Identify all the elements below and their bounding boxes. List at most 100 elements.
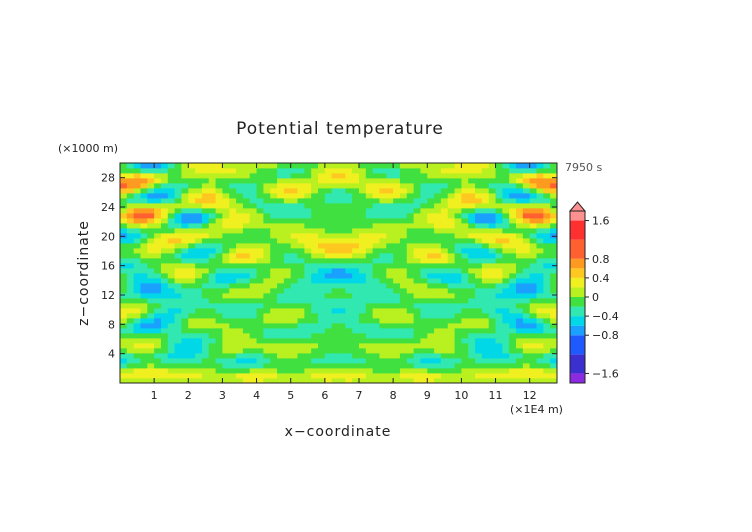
heatmap-cell bbox=[263, 258, 271, 264]
heatmap-cell bbox=[536, 353, 544, 359]
heatmap-cell bbox=[399, 378, 408, 384]
heatmap-cell bbox=[427, 373, 435, 379]
heatmap-cell bbox=[386, 163, 394, 169]
heatmap-cell bbox=[311, 173, 319, 179]
heatmap-cell bbox=[461, 243, 469, 249]
heatmap-cell bbox=[167, 343, 176, 349]
heatmap-cell bbox=[468, 258, 476, 264]
colorbar-swatch bbox=[570, 287, 585, 297]
heatmap-cell bbox=[352, 333, 360, 339]
heatmap-cell bbox=[454, 218, 462, 224]
heatmap-cell bbox=[365, 238, 374, 244]
heatmap-cell bbox=[256, 348, 264, 354]
heatmap-cell bbox=[543, 363, 551, 369]
heatmap-cell bbox=[379, 273, 387, 279]
heatmap-cell bbox=[372, 363, 380, 369]
heatmap-cell bbox=[126, 178, 135, 184]
heatmap-cell bbox=[304, 248, 312, 254]
heatmap-cell bbox=[481, 168, 490, 174]
heatmap-cell bbox=[242, 348, 251, 354]
heatmap-cell bbox=[133, 248, 141, 254]
heatmap-cell bbox=[256, 263, 264, 269]
heatmap-cell bbox=[454, 363, 462, 369]
heatmap-cell bbox=[502, 333, 510, 339]
heatmap-cell bbox=[399, 373, 408, 379]
heatmap-cell bbox=[304, 218, 312, 224]
heatmap-cell bbox=[495, 278, 503, 284]
heatmap-cell bbox=[550, 363, 558, 369]
heatmap-cell bbox=[256, 313, 264, 319]
heatmap-cell bbox=[475, 168, 483, 174]
heatmap-cell bbox=[338, 238, 346, 244]
heatmap-cell bbox=[147, 188, 155, 194]
heatmap-cell bbox=[201, 348, 210, 354]
heatmap-cell bbox=[160, 293, 169, 299]
heatmap-cell bbox=[324, 308, 333, 314]
heatmap-cell bbox=[509, 178, 517, 184]
heatmap-cell bbox=[311, 203, 319, 209]
heatmap-cell bbox=[475, 183, 483, 189]
heatmap-cell bbox=[283, 338, 292, 344]
heatmap-cell bbox=[372, 163, 380, 169]
heatmap-cell bbox=[358, 278, 367, 284]
heatmap-cell bbox=[324, 188, 333, 194]
heatmap-cell bbox=[440, 243, 449, 249]
heatmap-cell bbox=[522, 348, 531, 354]
heatmap-cell bbox=[297, 218, 305, 224]
heatmap-cell bbox=[256, 243, 264, 249]
heatmap-cell bbox=[160, 353, 169, 359]
heatmap-cell bbox=[304, 238, 312, 244]
heatmap-cell bbox=[236, 273, 244, 279]
heatmap-cell bbox=[543, 343, 551, 349]
heatmap-cell bbox=[181, 183, 189, 189]
heatmap-cell bbox=[133, 258, 141, 264]
heatmap-cell bbox=[147, 363, 155, 369]
heatmap-cell bbox=[283, 273, 292, 279]
heatmap-cell bbox=[522, 163, 531, 169]
heatmap-cell bbox=[120, 213, 128, 219]
heatmap-cell bbox=[154, 228, 162, 234]
heatmap-cell bbox=[208, 348, 216, 354]
heatmap-cell bbox=[475, 238, 483, 244]
heatmap-cell bbox=[447, 313, 455, 319]
heatmap-cell bbox=[345, 323, 353, 329]
heatmap-cell bbox=[440, 283, 449, 289]
heatmap-cell bbox=[447, 193, 455, 199]
heatmap-cell bbox=[297, 378, 305, 384]
heatmap-cell bbox=[154, 333, 162, 339]
heatmap-cell bbox=[181, 313, 189, 319]
heatmap-cell bbox=[242, 223, 251, 229]
heatmap-cell bbox=[311, 188, 319, 194]
heatmap-cell bbox=[365, 373, 374, 379]
heatmap-cell bbox=[358, 283, 367, 289]
heatmap-cell bbox=[222, 178, 230, 184]
heatmap-cell bbox=[393, 333, 401, 339]
heatmap-cell bbox=[502, 348, 510, 354]
heatmap-cell bbox=[249, 278, 257, 284]
heatmap-cell bbox=[167, 173, 176, 179]
heatmap-cell bbox=[379, 358, 387, 364]
heatmap-cell bbox=[201, 368, 210, 374]
heatmap-cell bbox=[181, 258, 189, 264]
heatmap-cell bbox=[529, 183, 537, 189]
heatmap-cell bbox=[440, 353, 449, 359]
heatmap-cell bbox=[495, 263, 503, 269]
heatmap-cell bbox=[338, 373, 346, 379]
heatmap-cell bbox=[447, 298, 455, 304]
heatmap-cell bbox=[277, 303, 285, 309]
heatmap-cell bbox=[516, 163, 524, 169]
heatmap-cell bbox=[379, 178, 387, 184]
heatmap-cell bbox=[331, 253, 339, 259]
heatmap-cell bbox=[270, 348, 278, 354]
heatmap-cell bbox=[263, 163, 271, 169]
heatmap-cell bbox=[454, 173, 462, 179]
heatmap-cell bbox=[147, 253, 155, 259]
colorbar-extend-arrow bbox=[568, 201, 587, 212]
heatmap-cell bbox=[481, 378, 490, 384]
heatmap-cell bbox=[386, 168, 394, 174]
heatmap-cell bbox=[188, 238, 196, 244]
heatmap-cell bbox=[283, 173, 292, 179]
heatmap-cell bbox=[379, 173, 387, 179]
heatmap-cell bbox=[413, 343, 421, 349]
heatmap-cell bbox=[174, 198, 182, 204]
